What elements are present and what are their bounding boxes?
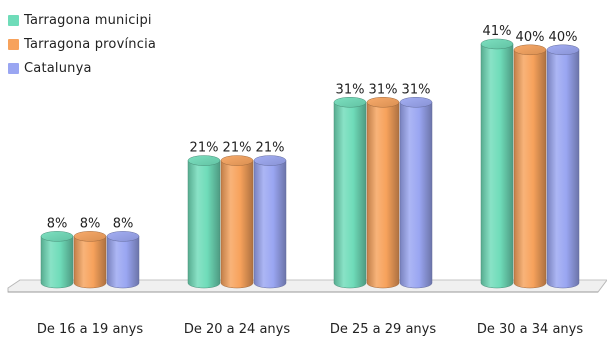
bar-top xyxy=(253,155,287,166)
bar-1-0 xyxy=(187,155,221,289)
chart-floor-plane xyxy=(7,279,607,293)
bar-top xyxy=(480,38,514,50)
bar-body xyxy=(399,102,433,289)
bar-top xyxy=(399,97,433,108)
data-label: 21% xyxy=(256,141,285,156)
legend-label-series-1: Tarragona província xyxy=(24,36,157,52)
data-label: 8% xyxy=(80,216,101,231)
bar-0-2 xyxy=(106,231,140,289)
bar-body xyxy=(546,49,580,289)
bar-2-1 xyxy=(366,97,400,289)
bar-1-2 xyxy=(253,155,287,289)
legend-swatch-series-1 xyxy=(8,38,19,50)
data-label: 31% xyxy=(369,82,398,97)
bar-body xyxy=(73,236,107,289)
bar-top xyxy=(366,97,400,108)
x-axis-ticks: De 16 a 19 anys De 20 a 24 anys De 25 a 29… xyxy=(37,322,583,337)
legend-item-series-2: Catalunya xyxy=(8,56,156,80)
bar-top xyxy=(220,155,254,166)
bar-2-0 xyxy=(333,97,367,289)
bar-0-1 xyxy=(73,231,107,289)
bar-top xyxy=(73,231,107,242)
bar-body xyxy=(253,160,287,289)
data-label: 31% xyxy=(402,82,431,97)
bar-3-0 xyxy=(480,38,514,289)
bar-body xyxy=(40,236,74,289)
data-label: 40% xyxy=(516,30,545,45)
legend-swatch-series-2 xyxy=(8,62,19,74)
bar-0-0 xyxy=(40,231,74,289)
bars-group xyxy=(40,38,580,289)
bar-1-1 xyxy=(220,155,254,289)
data-label: 41% xyxy=(483,24,512,39)
data-label: 40% xyxy=(549,30,578,45)
bar-top xyxy=(106,231,140,242)
x-tick-label: De 25 a 29 anys xyxy=(330,322,436,337)
data-label: 21% xyxy=(190,141,219,156)
bar-3-2 xyxy=(546,44,580,289)
x-tick-label: De 16 a 19 anys xyxy=(37,322,143,337)
legend-item-series-1: Tarragona província xyxy=(8,32,156,56)
bar-body xyxy=(220,160,254,289)
bar-body xyxy=(333,102,367,289)
x-tick-label: De 20 a 24 anys xyxy=(184,322,290,337)
bar-2-2 xyxy=(399,97,433,289)
bar-top xyxy=(333,97,367,108)
bar-body xyxy=(480,43,514,289)
legend: Tarragona municipi Tarragona província C… xyxy=(8,8,156,80)
legend-swatch-series-0 xyxy=(8,14,19,26)
legend-item-series-0: Tarragona municipi xyxy=(8,8,156,32)
x-tick-label: De 30 a 34 anys xyxy=(477,322,583,337)
legend-label-series-0: Tarragona municipi xyxy=(24,12,152,28)
data-label: 31% xyxy=(336,82,365,97)
bar-top xyxy=(513,44,547,56)
data-label: 8% xyxy=(113,216,134,231)
data-labels-group: 8% 8% 8% 21% 21% 21% 31% 31% 31% 41% 40% 40% xyxy=(47,24,578,231)
bar-body xyxy=(187,160,221,289)
legend-label-series-2: Catalunya xyxy=(24,60,92,76)
bar-top xyxy=(187,155,221,166)
data-label: 21% xyxy=(223,141,252,156)
bar-3-1 xyxy=(513,44,547,289)
bar-top xyxy=(40,231,74,242)
bar-body xyxy=(513,49,547,289)
bar-body xyxy=(106,236,140,289)
bar-top xyxy=(546,44,580,56)
bar-body xyxy=(366,102,400,289)
data-label: 8% xyxy=(47,216,68,231)
